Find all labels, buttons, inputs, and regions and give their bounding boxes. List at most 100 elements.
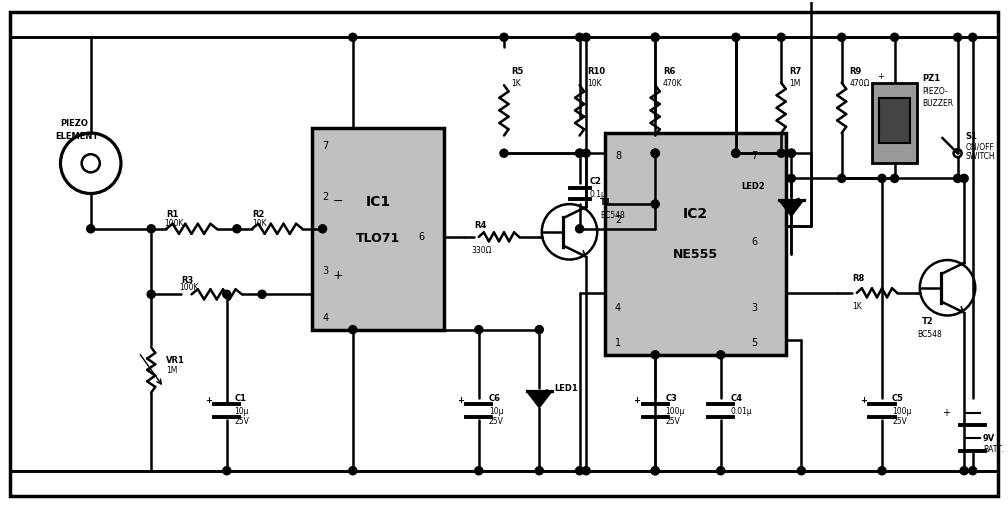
- Circle shape: [651, 34, 659, 42]
- Text: 25V: 25V: [665, 416, 680, 425]
- Text: 25V: 25V: [489, 416, 504, 425]
- Text: −: −: [333, 194, 343, 207]
- Text: 7: 7: [323, 141, 329, 151]
- Circle shape: [582, 150, 591, 158]
- Text: 1M: 1M: [166, 366, 177, 375]
- Circle shape: [787, 150, 795, 158]
- Circle shape: [475, 467, 483, 475]
- Circle shape: [954, 175, 962, 183]
- Circle shape: [576, 150, 584, 158]
- Circle shape: [717, 351, 725, 359]
- Text: LED1: LED1: [554, 383, 579, 392]
- Text: VR1: VR1: [166, 356, 185, 364]
- Text: 1K: 1K: [852, 301, 862, 310]
- Text: ELEMENT: ELEMENT: [55, 132, 99, 141]
- Text: C2: C2: [590, 177, 602, 186]
- Circle shape: [147, 225, 155, 233]
- Text: 2: 2: [615, 214, 621, 224]
- Circle shape: [777, 150, 785, 158]
- Text: C6: C6: [489, 393, 501, 403]
- Text: +: +: [205, 395, 212, 405]
- Circle shape: [576, 34, 584, 42]
- Circle shape: [787, 150, 795, 158]
- Text: R6: R6: [663, 67, 675, 75]
- Circle shape: [838, 175, 846, 183]
- Text: 470Ω: 470Ω: [849, 79, 870, 88]
- Circle shape: [651, 467, 659, 475]
- Circle shape: [535, 467, 543, 475]
- Text: R1: R1: [166, 210, 178, 219]
- Circle shape: [954, 34, 962, 42]
- Circle shape: [969, 467, 977, 475]
- Text: SWITCH: SWITCH: [965, 152, 995, 161]
- Circle shape: [651, 150, 659, 158]
- Text: 100K: 100K: [163, 218, 183, 228]
- Circle shape: [732, 150, 740, 158]
- Text: R10: R10: [587, 67, 605, 75]
- Text: NE555: NE555: [673, 248, 718, 261]
- Text: 7: 7: [751, 151, 757, 161]
- Circle shape: [732, 150, 740, 158]
- Text: S1: S1: [965, 132, 977, 141]
- Polygon shape: [778, 201, 804, 217]
- Circle shape: [475, 326, 483, 334]
- Circle shape: [349, 326, 357, 334]
- Text: PZ1: PZ1: [922, 74, 940, 83]
- Text: 2: 2: [323, 191, 329, 201]
- Text: LED2: LED2: [741, 182, 765, 191]
- Text: 330Ω: 330Ω: [471, 245, 492, 254]
- Circle shape: [777, 34, 785, 42]
- Text: C3: C3: [665, 393, 677, 403]
- Circle shape: [576, 150, 584, 158]
- Text: C1: C1: [234, 393, 246, 403]
- Text: BUZZER: BUZZER: [922, 99, 954, 108]
- Text: R8: R8: [852, 274, 864, 282]
- Text: 10K: 10K: [252, 218, 267, 228]
- Text: ON/OFF: ON/OFF: [965, 142, 994, 151]
- Text: 100K: 100K: [179, 282, 199, 292]
- Text: 4: 4: [615, 303, 621, 313]
- Text: 100μ: 100μ: [892, 406, 911, 415]
- Text: 3: 3: [751, 303, 757, 313]
- Circle shape: [969, 34, 977, 42]
- Circle shape: [651, 351, 659, 359]
- Circle shape: [878, 467, 886, 475]
- Text: BC548: BC548: [917, 329, 942, 338]
- Text: 3: 3: [323, 266, 329, 275]
- Circle shape: [223, 467, 231, 475]
- Text: BATT.: BATT.: [983, 444, 1003, 453]
- Text: 10K: 10K: [587, 79, 602, 88]
- Text: +: +: [942, 408, 951, 417]
- Text: C4: C4: [731, 393, 743, 403]
- Circle shape: [651, 467, 659, 475]
- Circle shape: [349, 467, 357, 475]
- Text: +: +: [860, 395, 867, 405]
- Circle shape: [787, 175, 795, 183]
- Text: 1M: 1M: [788, 79, 800, 88]
- Text: 0.01μ: 0.01μ: [731, 406, 753, 415]
- Text: PIEZO: PIEZO: [60, 119, 89, 128]
- Text: T2: T2: [922, 317, 934, 325]
- Text: 10μ: 10μ: [234, 406, 249, 415]
- Circle shape: [891, 175, 899, 183]
- Circle shape: [582, 467, 591, 475]
- Bar: [605, 134, 786, 355]
- Text: T1: T1: [600, 197, 612, 207]
- Text: 25V: 25V: [892, 416, 907, 425]
- Circle shape: [147, 291, 155, 299]
- Circle shape: [500, 34, 508, 42]
- Text: +: +: [633, 395, 640, 405]
- Text: 5: 5: [751, 337, 757, 347]
- Text: 6: 6: [751, 237, 757, 246]
- Text: R7: R7: [788, 67, 801, 75]
- Circle shape: [500, 150, 508, 158]
- Circle shape: [87, 225, 95, 233]
- Text: R9: R9: [849, 67, 862, 75]
- Circle shape: [732, 34, 740, 42]
- Circle shape: [878, 175, 886, 183]
- Circle shape: [582, 34, 591, 42]
- Text: 100μ: 100μ: [665, 406, 684, 415]
- Bar: [879, 99, 909, 144]
- Text: 1K: 1K: [511, 79, 521, 88]
- Text: +: +: [877, 71, 884, 80]
